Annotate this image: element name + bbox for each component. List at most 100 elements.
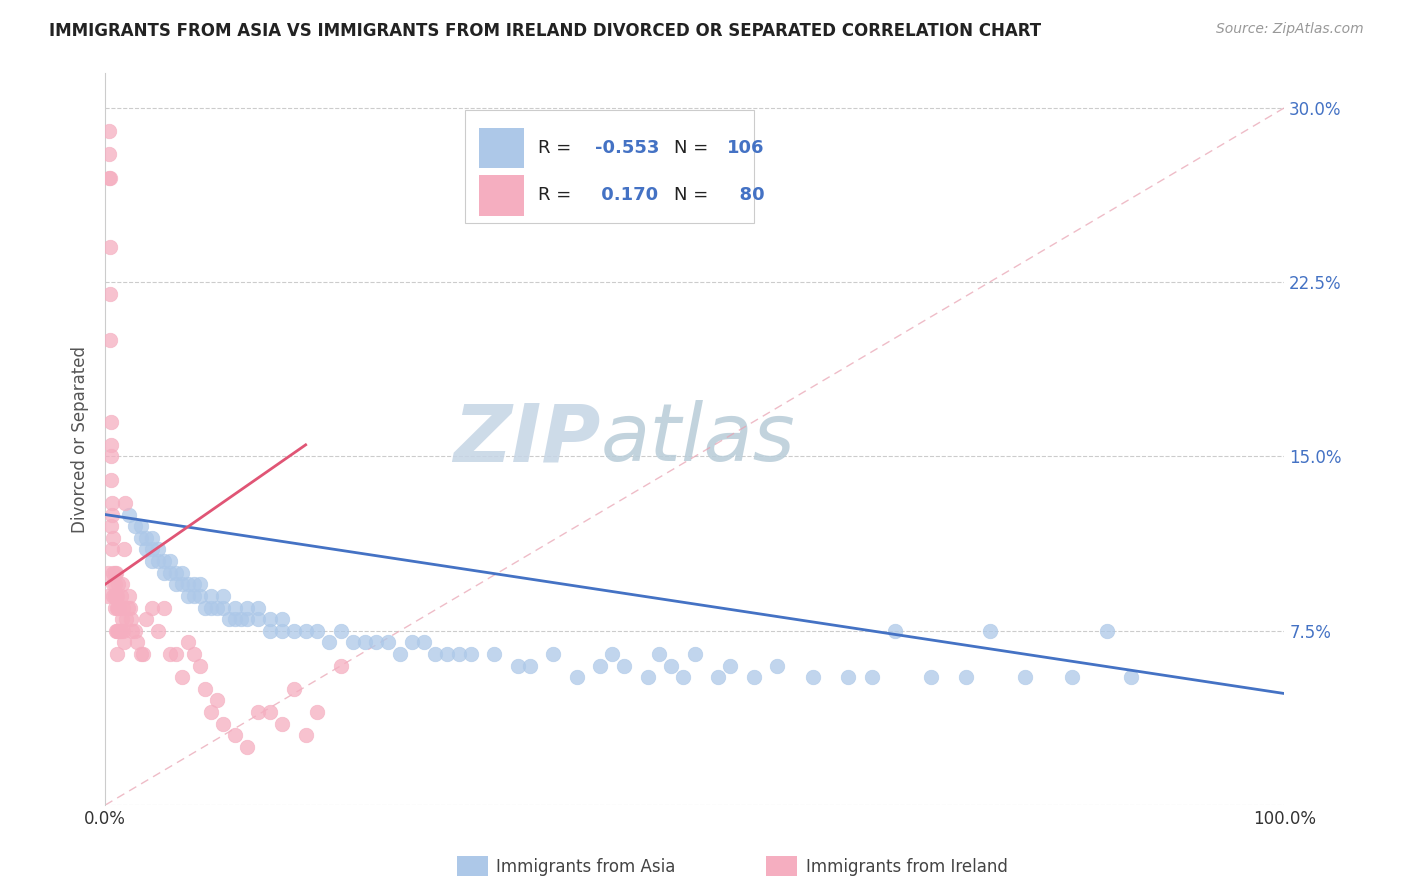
- Point: [659, 658, 682, 673]
- FancyBboxPatch shape: [479, 176, 524, 216]
- Text: IMMIGRANTS FROM ASIA VS IMMIGRANTS FROM IRELAND DIVORCED OR SEPARATED CORRELATIO: IMMIGRANTS FROM ASIA VS IMMIGRANTS FROM …: [49, 22, 1042, 40]
- Point: [120, 612, 142, 626]
- Point: [98, 286, 121, 301]
- Point: [271, 716, 294, 731]
- Point: [118, 600, 141, 615]
- Text: N =: N =: [673, 186, 713, 204]
- Point: [159, 554, 181, 568]
- Point: [141, 531, 163, 545]
- Text: atlas: atlas: [600, 400, 796, 478]
- Point: [112, 635, 135, 649]
- Text: Immigrants from Asia: Immigrants from Asia: [496, 858, 676, 876]
- Point: [135, 531, 157, 545]
- Point: [224, 600, 246, 615]
- Point: [235, 739, 257, 754]
- Point: [170, 670, 193, 684]
- Point: [506, 658, 529, 673]
- Point: [200, 600, 222, 615]
- Point: [330, 624, 353, 638]
- Point: [183, 589, 205, 603]
- Text: R =: R =: [538, 138, 576, 157]
- Point: [837, 670, 859, 684]
- Point: [1014, 670, 1036, 684]
- Point: [101, 496, 124, 510]
- Y-axis label: Divorced or Separated: Divorced or Separated: [72, 345, 89, 533]
- Point: [97, 589, 120, 603]
- Point: [105, 624, 128, 638]
- Point: [129, 519, 152, 533]
- Point: [100, 519, 122, 533]
- Point: [224, 612, 246, 626]
- Point: [97, 566, 120, 580]
- Point: [107, 600, 129, 615]
- Point: [247, 600, 270, 615]
- Point: [229, 612, 252, 626]
- Point: [183, 647, 205, 661]
- Point: [707, 670, 730, 684]
- Point: [165, 647, 187, 661]
- Point: [111, 600, 134, 615]
- Point: [118, 589, 141, 603]
- Point: [100, 415, 122, 429]
- Point: [98, 333, 121, 347]
- Point: [153, 566, 176, 580]
- Point: [188, 577, 211, 591]
- Point: [425, 647, 447, 661]
- Point: [613, 658, 636, 673]
- Point: [112, 542, 135, 557]
- Text: R =: R =: [538, 186, 576, 204]
- Point: [401, 635, 423, 649]
- Point: [159, 566, 181, 580]
- Point: [259, 612, 281, 626]
- Point: [101, 508, 124, 522]
- Text: Source: ZipAtlas.com: Source: ZipAtlas.com: [1216, 22, 1364, 37]
- Text: 106: 106: [727, 138, 763, 157]
- Point: [111, 612, 134, 626]
- Point: [104, 566, 127, 580]
- Text: Immigrants from Ireland: Immigrants from Ireland: [806, 858, 1008, 876]
- Point: [177, 635, 200, 649]
- Point: [294, 728, 316, 742]
- Point: [205, 600, 228, 615]
- Point: [330, 658, 353, 673]
- Text: -0.553: -0.553: [595, 138, 659, 157]
- Point: [105, 647, 128, 661]
- Point: [388, 647, 411, 661]
- Point: [212, 589, 235, 603]
- Point: [224, 728, 246, 742]
- Point: [920, 670, 942, 684]
- Point: [801, 670, 824, 684]
- Point: [342, 635, 364, 649]
- Point: [194, 600, 217, 615]
- Point: [200, 589, 222, 603]
- Point: [97, 124, 120, 138]
- Text: 80: 80: [727, 186, 765, 204]
- Point: [294, 624, 316, 638]
- Point: [188, 589, 211, 603]
- Point: [125, 635, 148, 649]
- Point: [218, 612, 240, 626]
- Point: [672, 670, 695, 684]
- Point: [271, 612, 294, 626]
- Point: [110, 624, 132, 638]
- Point: [97, 147, 120, 161]
- Point: [283, 681, 305, 696]
- Point: [436, 647, 458, 661]
- Point: [111, 624, 134, 638]
- Point: [141, 600, 163, 615]
- Point: [200, 705, 222, 719]
- Point: [105, 600, 128, 615]
- Point: [565, 670, 588, 684]
- Point: [683, 647, 706, 661]
- Point: [307, 705, 329, 719]
- Point: [194, 681, 217, 696]
- Point: [104, 589, 127, 603]
- Point: [212, 716, 235, 731]
- Point: [235, 612, 257, 626]
- Point: [118, 508, 141, 522]
- Point: [110, 589, 132, 603]
- Point: [108, 600, 131, 615]
- Point: [153, 600, 176, 615]
- Point: [159, 647, 181, 661]
- Point: [115, 612, 138, 626]
